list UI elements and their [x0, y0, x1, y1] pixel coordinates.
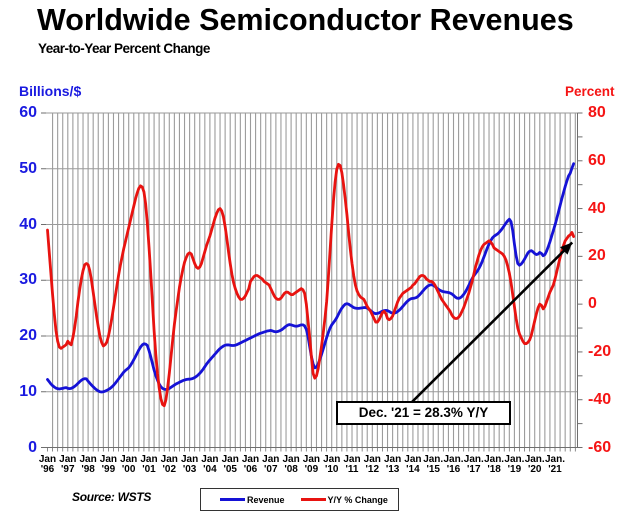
right-axis-tick-label: 80 — [588, 104, 606, 121]
legend-yoy-line-swatch — [300, 498, 326, 501]
left-axis-tick-label: 50 — [19, 159, 37, 177]
x-axis-tick-label: Jan. '16 — [443, 454, 464, 475]
x-axis-tick-label: Jan '13 — [383, 454, 402, 475]
x-axis-tick-label: Jan '06 — [241, 454, 260, 475]
annotation-arrow-line — [411, 241, 574, 403]
legend-yoy-label: Y/Y % Change — [327, 494, 388, 505]
x-axis-tick-label: Jan. '21 — [544, 454, 565, 475]
yoy-change-line — [46, 162, 576, 408]
right-axis-tick-label: -40 — [588, 390, 612, 408]
right-axis-tick-label: -60 — [588, 438, 612, 456]
x-axis-tick-label: Jan '14 — [404, 454, 422, 475]
legend-revenue-line-swatch — [220, 498, 245, 501]
right-axis-title: Percent — [565, 84, 615, 99]
left-axis-tick-label: 60 — [19, 104, 37, 121]
x-axis-tick-label: Jan. '19 — [504, 454, 525, 475]
x-axis-tick-label: Jan '02 — [160, 454, 178, 475]
right-axis-tick-label: 60 — [588, 151, 606, 169]
x-axis-tick-label: Jan '09 — [302, 454, 320, 475]
x-axis-tick-label: Jan '01 — [140, 454, 158, 475]
left-axis-tick-label: 40 — [19, 215, 37, 233]
right-axis-tick-label: 20 — [588, 247, 606, 265]
x-axis-tick-label: Jan '04 — [201, 454, 219, 475]
left-axis-tick-label: 10 — [19, 382, 37, 400]
x-axis-tick-label: Jan '03 — [180, 454, 199, 475]
annotation-arrowhead — [560, 242, 573, 255]
source-note: Source: WSTS — [72, 490, 152, 504]
left-axis-tick-label: 0 — [28, 438, 37, 456]
chart-title: Worldwide Semiconductor Revenues — [37, 3, 574, 37]
x-axis-tick-label: Jan. '20 — [524, 454, 545, 475]
x-axis-tick-label: Jan '99 — [99, 454, 117, 475]
x-axis-tick-label: Jan '00 — [120, 454, 138, 475]
left-axis-title: Billions/$ — [19, 83, 82, 99]
x-axis-tick-label: Jan '10 — [323, 454, 341, 475]
x-axis-tick-label: Jan. '15 — [423, 454, 444, 475]
annotation-callout: Dec. '21 = 28.3% Y/Y — [336, 401, 511, 425]
x-axis-tick-label: Jan '05 — [221, 454, 239, 475]
right-axis-tick-label: 0 — [588, 295, 597, 313]
x-axis-tick-label: Jan '96 — [38, 454, 57, 475]
x-axis-tick-label: Jan '07 — [262, 454, 280, 475]
right-axis-tick-label: -20 — [588, 342, 612, 360]
right-axis-tick-label: 40 — [588, 199, 606, 217]
legend: Revenue Y/Y % Change — [200, 488, 399, 511]
x-axis-tick-label: Jan '98 — [79, 454, 97, 475]
x-axis-tick-label: Jan '12 — [363, 454, 381, 475]
left-axis-tick-label: 20 — [19, 327, 37, 344]
legend-revenue-label: Revenue — [247, 494, 285, 505]
chart-subtitle: Year-to-Year Percent Change — [38, 41, 210, 56]
x-axis-tick-label: Jan '08 — [282, 454, 300, 475]
left-axis-tick-label: 30 — [19, 271, 37, 289]
x-axis-tick-label: Jan. '18 — [484, 454, 505, 475]
x-axis-tick-label: Jan '11 — [343, 454, 361, 475]
x-axis-tick-label: Jan '97 — [59, 454, 77, 475]
x-axis-tick-label: Jan. '17 — [463, 454, 484, 475]
